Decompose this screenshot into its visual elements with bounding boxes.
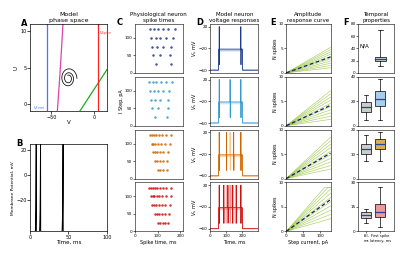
Title: Amplitude
response curve: Amplitude response curve	[287, 12, 330, 23]
Title: Physiological neuron
spike times: Physiological neuron spike times	[130, 12, 187, 23]
X-axis label: Step current, pA: Step current, pA	[288, 240, 328, 244]
Text: D: D	[196, 18, 203, 27]
Title: Temporal
properties: Temporal properties	[362, 12, 390, 23]
Bar	[375, 57, 386, 61]
Bar	[361, 212, 371, 218]
Bar	[376, 139, 386, 149]
X-axis label: Time, ms: Time, ms	[223, 240, 246, 244]
Y-axis label: Membrane Potential, mV: Membrane Potential, mV	[11, 161, 15, 215]
Bar	[376, 204, 386, 217]
Bar	[376, 92, 386, 106]
Y-axis label: N spikes: N spikes	[273, 91, 278, 111]
X-axis label: Spike time, ms: Spike time, ms	[140, 240, 177, 244]
Y-axis label: U: U	[14, 65, 19, 69]
Text: C: C	[116, 18, 122, 27]
Y-axis label: N spikes: N spikes	[273, 197, 278, 217]
Text: N/A: N/A	[360, 43, 370, 48]
Text: B: B	[16, 139, 22, 148]
Y-axis label: $V_r$, mV: $V_r$, mV	[190, 39, 199, 57]
Text: E: E	[271, 18, 276, 27]
Title: Model neuron
voltage responses: Model neuron voltage responses	[209, 12, 260, 23]
Text: $V_{reset}$: $V_{reset}$	[33, 104, 46, 111]
Y-axis label: $V_r$, mV: $V_r$, mV	[190, 92, 199, 110]
Y-axis label: N spikes: N spikes	[273, 38, 278, 59]
Bar	[361, 144, 371, 154]
X-axis label: V: V	[66, 120, 70, 124]
Text: A: A	[21, 19, 27, 28]
Bar	[361, 102, 371, 112]
X-axis label: Time, ms: Time, ms	[56, 240, 81, 245]
Y-axis label: N spikes: N spikes	[273, 144, 278, 164]
Text: F: F	[343, 18, 349, 27]
Title: Model
phase space: Model phase space	[49, 12, 88, 23]
Y-axis label: $V_r$, mV: $V_r$, mV	[190, 145, 199, 163]
Y-axis label: I Step, pA: I Step, pA	[119, 89, 124, 113]
Text: $V_{spike}$: $V_{spike}$	[99, 30, 112, 39]
Y-axis label: $V_r$, mV: $V_r$, mV	[190, 198, 199, 216]
